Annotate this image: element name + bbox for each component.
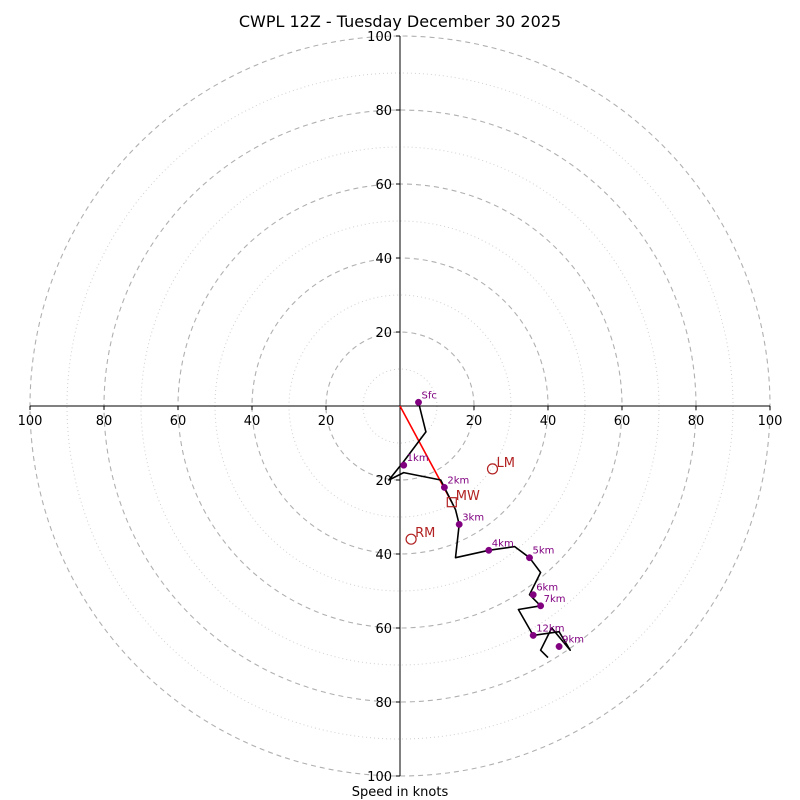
height-label-sfc: Sfc (422, 390, 437, 401)
y-tick-label: 20 (375, 326, 392, 341)
tick-labels: 100 80 60 40 20 20 40 60 80 100 100 80 60 40 20 20 40 60 8… (18, 30, 783, 785)
height-marker-2km (440, 483, 448, 491)
height-marker-3km (455, 520, 463, 528)
height-marker-4km (485, 546, 493, 554)
height-label-5km: 5km (533, 546, 555, 557)
chart-title: CWPL 12Z - Tuesday December 30 2025 (239, 12, 561, 31)
y-tick-label: 60 (375, 178, 392, 193)
x-tick-label: 60 (170, 414, 187, 429)
height-label-6km: 6km (536, 583, 558, 594)
height-label-1km: 1km (407, 453, 429, 464)
storm-label-mw: MW (456, 489, 480, 504)
x-tick-label: 40 (540, 414, 557, 429)
height-marker-sfc (415, 398, 422, 406)
x-tick-label: 40 (244, 414, 261, 429)
height-marker-7km (537, 602, 545, 610)
height-label-2km: 2km (447, 475, 469, 486)
y-tick-label: 100 (367, 770, 392, 785)
wind-trace-line (388, 402, 572, 659)
y-tick-label: 100 (367, 30, 392, 45)
storm-label-lm: LM (497, 456, 515, 471)
y-tick-label: 20 (375, 474, 392, 489)
height-marker-5km (526, 554, 533, 562)
x-tick-label: 80 (688, 414, 705, 429)
height-label-4km: 4km (492, 538, 514, 549)
y-tick-label: 60 (375, 622, 392, 637)
height-label-9km: 9km (562, 635, 584, 646)
height-marker-1km (400, 461, 408, 469)
height-marker-9km (555, 643, 563, 650)
storm-label-rm: RM (415, 526, 435, 541)
height-label-12km: 12km (536, 623, 564, 634)
storm-marker-rm (405, 533, 417, 545)
height-marker-12km (529, 631, 537, 639)
y-tick-label: 80 (375, 696, 392, 711)
y-tick-label: 80 (375, 104, 392, 119)
x-tick-label: 60 (614, 414, 631, 429)
y-tick-label: 40 (375, 252, 392, 267)
storm-marker-lm (486, 463, 499, 475)
x-tick-label: 20 (466, 414, 483, 429)
x-tick-label: 100 (758, 414, 783, 429)
storm-marker-mw (446, 497, 457, 508)
height-marker-6km (529, 591, 537, 599)
y-tick-label: 40 (375, 548, 392, 563)
x-tick-label: 80 (96, 414, 113, 429)
x-tick-label: 100 (18, 414, 43, 429)
x-axis-label: Speed in knots (352, 785, 449, 800)
storm-motion-markers: LM MW RM (405, 456, 515, 545)
x-tick-label: 20 (318, 414, 335, 429)
height-label-3km: 3km (462, 512, 484, 523)
height-label-7km: 7km (544, 594, 566, 605)
